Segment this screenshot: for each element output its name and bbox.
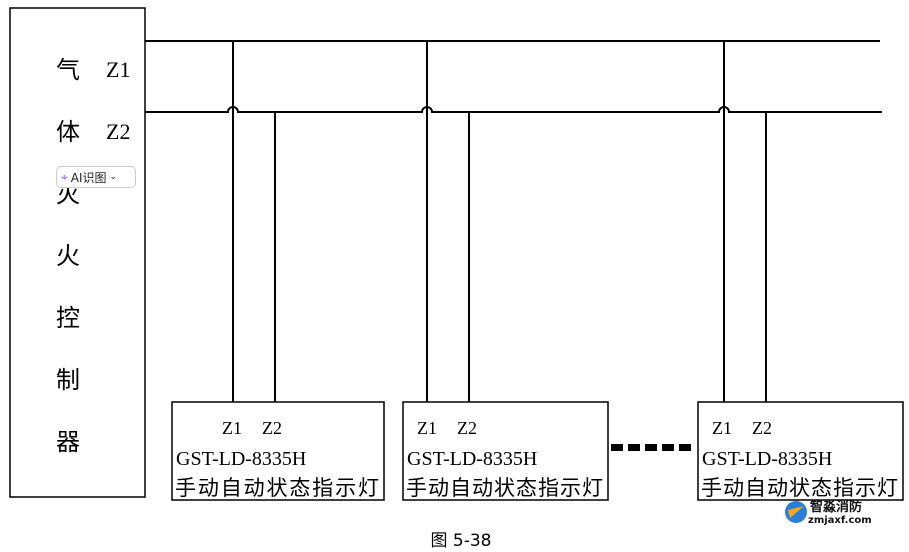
controller-char: 器	[56, 430, 80, 456]
watermark-name: 智淼消防	[810, 499, 862, 515]
controller-z1-label: Z1	[106, 57, 130, 82]
device-z1-label: Z1	[222, 418, 242, 438]
continuation-dashes	[611, 444, 691, 451]
device-name: 手动自动状态指示灯	[175, 476, 379, 500]
indicator-device: Z1 Z2 GST-LD-8335H 手动自动状态指示灯	[697, 41, 904, 501]
figure-caption: 图 5-38	[431, 531, 492, 551]
indicator-device: Z1 Z2 GST-LD-8335H 手动自动状态指示灯	[171, 41, 385, 501]
ai-badge-label: AI识图	[70, 170, 107, 185]
device-z2-label: Z2	[752, 418, 772, 438]
z2-bus	[145, 106, 882, 113]
device-model: GST-LD-8335H	[407, 448, 537, 470]
device-box	[171, 401, 385, 501]
controller-char: 制	[56, 367, 80, 394]
watermark-url: zmjaxf.com	[808, 515, 872, 526]
device-box	[697, 401, 904, 501]
indicator-device: Z1 Z2 GST-LD-8335H 手动自动状态指示灯	[402, 41, 609, 501]
device-z2-label: Z2	[262, 418, 282, 438]
controller-char: 控	[56, 305, 80, 332]
controller-char: 气	[56, 57, 80, 84]
controller-char: 体	[56, 119, 80, 146]
device-model: GST-LD-8335H	[702, 448, 832, 470]
ai-recognize-button[interactable]: ⌖ AI识图 ⌄	[56, 166, 136, 188]
device-z1-label: Z1	[712, 418, 732, 438]
device-name: 手动自动状态指示灯	[701, 476, 898, 500]
device-box	[402, 401, 609, 501]
watermark: 智淼消防 zmjaxf.com	[785, 499, 872, 526]
controller-char: 火	[56, 244, 80, 270]
chevron-down-icon: ⌄	[109, 172, 118, 182]
device-model: GST-LD-8335H	[176, 448, 306, 470]
device-z2-label: Z2	[457, 418, 477, 438]
device-name: 手动自动状态指示灯	[406, 476, 603, 500]
ai-scan-icon: ⌖	[61, 169, 68, 184]
device-z1-label: Z1	[417, 418, 437, 438]
controller-z2-label: Z2	[106, 119, 130, 144]
controller-box	[9, 7, 146, 498]
